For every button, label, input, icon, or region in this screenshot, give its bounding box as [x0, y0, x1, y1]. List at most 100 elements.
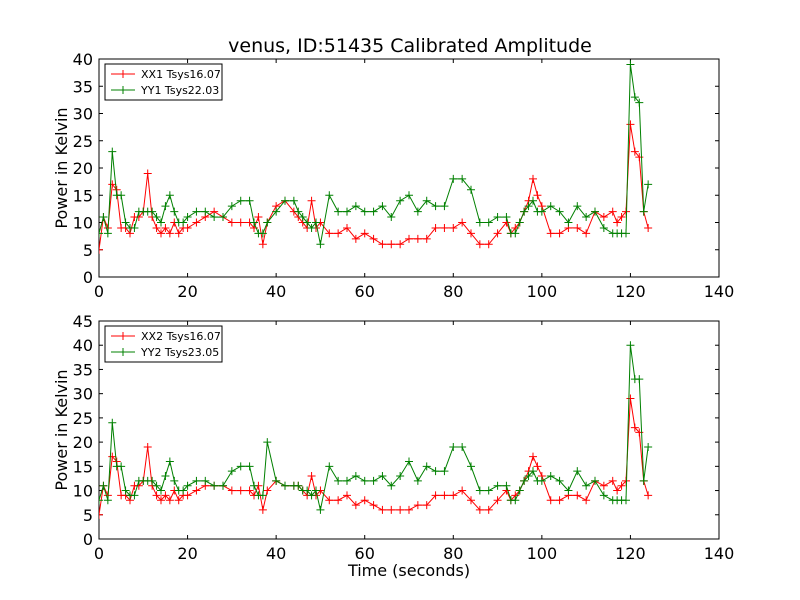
data-point	[108, 147, 117, 156]
data-point	[245, 486, 254, 495]
data-point	[475, 240, 484, 249]
y-tick-label: 45	[73, 312, 93, 331]
data-point	[515, 486, 524, 495]
data-point	[121, 486, 130, 495]
data-point	[307, 472, 316, 481]
data-point	[183, 481, 192, 490]
data-point	[121, 218, 130, 227]
data-point	[161, 223, 170, 232]
x-tick-label: 60	[355, 544, 375, 563]
data-point	[334, 496, 343, 505]
y-tick-label: 15	[73, 186, 93, 205]
data-point	[192, 207, 201, 216]
data-point	[99, 510, 103, 519]
data-point	[626, 394, 635, 403]
data-point	[533, 462, 542, 471]
legend-entry: YY2 Tsys23.05	[140, 346, 219, 359]
data-point	[644, 442, 653, 451]
data-point	[537, 207, 546, 216]
data-point	[117, 191, 126, 200]
data-point	[524, 472, 533, 481]
data-point	[617, 481, 626, 490]
data-point	[546, 472, 555, 481]
data-point	[152, 213, 161, 222]
data-point	[378, 505, 387, 514]
data-point	[254, 213, 263, 222]
data-point	[210, 213, 219, 222]
data-point	[644, 180, 653, 189]
bottom-plot: 0 20 40 60 80 100 120 140051015202530354045Powe…	[52, 312, 734, 580]
data-point	[183, 213, 192, 222]
data-point	[325, 496, 334, 505]
data-point	[303, 486, 312, 495]
data-point	[413, 476, 422, 485]
data-point	[174, 229, 183, 238]
data-point	[626, 120, 635, 129]
data-point	[422, 462, 431, 471]
data-point	[533, 191, 542, 200]
legend-swatch-marker	[119, 348, 127, 356]
data-point	[161, 472, 170, 481]
data-point	[413, 207, 422, 216]
data-point	[555, 207, 564, 216]
y-tick-label: 10	[73, 482, 93, 501]
data-point	[343, 491, 351, 500]
data-point	[157, 229, 165, 238]
data-point	[440, 491, 449, 500]
data-point	[161, 491, 170, 500]
y-tick-label: 35	[73, 77, 93, 96]
data-point	[458, 174, 467, 183]
data-point	[316, 240, 325, 249]
data-point	[325, 191, 334, 200]
data-point	[179, 218, 188, 227]
y-axis-label: Power in Kelvin	[52, 369, 71, 490]
data-point	[103, 229, 112, 238]
chart-title: venus, ID:51435 Calibrated Amplitude	[228, 35, 592, 57]
data-point	[520, 476, 529, 485]
y-tick-label: 30	[73, 105, 93, 124]
data-point	[165, 229, 174, 238]
data-point	[369, 476, 378, 485]
data-point	[130, 223, 139, 232]
data-point	[236, 218, 245, 227]
data-point	[183, 223, 192, 232]
x-tick-label: 0	[94, 282, 104, 301]
data-point	[99, 496, 103, 505]
data-point	[630, 423, 639, 432]
data-point	[599, 481, 608, 490]
data-point	[334, 229, 343, 238]
data-point	[343, 223, 351, 232]
data-point	[201, 476, 210, 485]
data-point	[272, 207, 281, 216]
data-point	[289, 196, 298, 205]
x-tick-label: 120	[615, 544, 646, 563]
data-point	[622, 229, 630, 238]
data-point	[148, 476, 157, 485]
data-point	[529, 196, 537, 205]
data-point	[387, 240, 396, 249]
data-point	[555, 476, 564, 485]
data-point	[307, 491, 316, 500]
data-point	[387, 505, 396, 514]
data-point	[555, 229, 564, 238]
data-point	[440, 467, 449, 476]
data-point	[582, 481, 591, 490]
data-point	[396, 505, 405, 514]
data-point	[108, 452, 117, 461]
data-point	[405, 191, 413, 200]
x-tick-label: 20	[177, 544, 197, 563]
data-point	[493, 229, 502, 238]
data-point	[165, 457, 174, 466]
data-point	[294, 207, 303, 216]
data-point	[467, 496, 475, 505]
x-tick-label: 140	[704, 544, 735, 563]
data-point	[360, 496, 369, 505]
data-point	[511, 496, 520, 505]
y-tick-label: 40	[73, 50, 93, 69]
data-point	[405, 457, 413, 466]
y-axis-label: Power in Kelvin	[52, 107, 71, 228]
data-point	[622, 496, 630, 505]
data-point	[405, 234, 413, 243]
data-point	[258, 491, 267, 500]
data-point	[117, 462, 126, 471]
